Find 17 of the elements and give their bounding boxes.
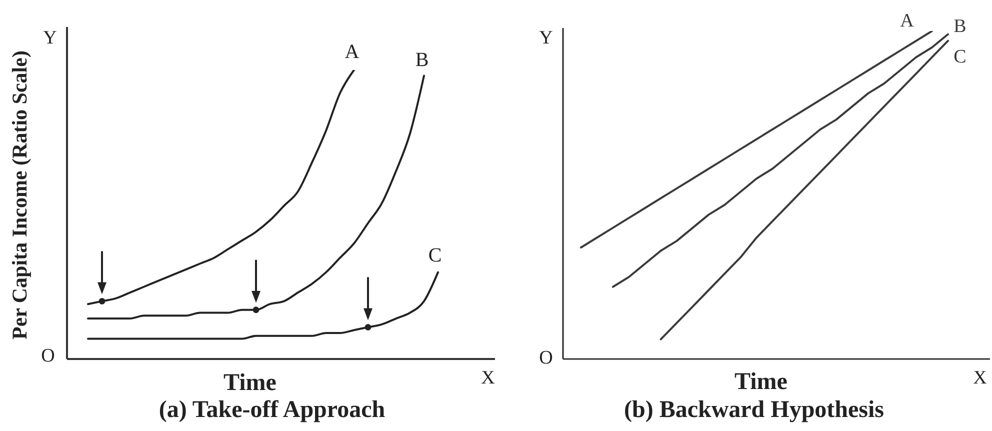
series-label: A <box>344 41 360 63</box>
x-axis-title: Time <box>734 369 788 395</box>
text: Y <box>539 28 553 48</box>
series-label: B <box>415 48 429 71</box>
text: Y <box>43 28 57 48</box>
text: X <box>973 368 987 388</box>
series-label: A <box>900 10 914 32</box>
text: O <box>539 348 553 368</box>
y-axis-title: Per Capita Income (Ratio Scale) <box>8 50 32 340</box>
series-label: B <box>954 16 966 37</box>
x-axis-title: Time <box>224 370 276 396</box>
text: X <box>481 368 495 388</box>
series-label: C <box>428 244 442 266</box>
series-label: C <box>954 46 966 68</box>
text: (a) Take-off Approach <box>158 397 386 423</box>
text: (b) Backward Hypothesis <box>624 397 884 423</box>
text: O <box>41 346 55 366</box>
